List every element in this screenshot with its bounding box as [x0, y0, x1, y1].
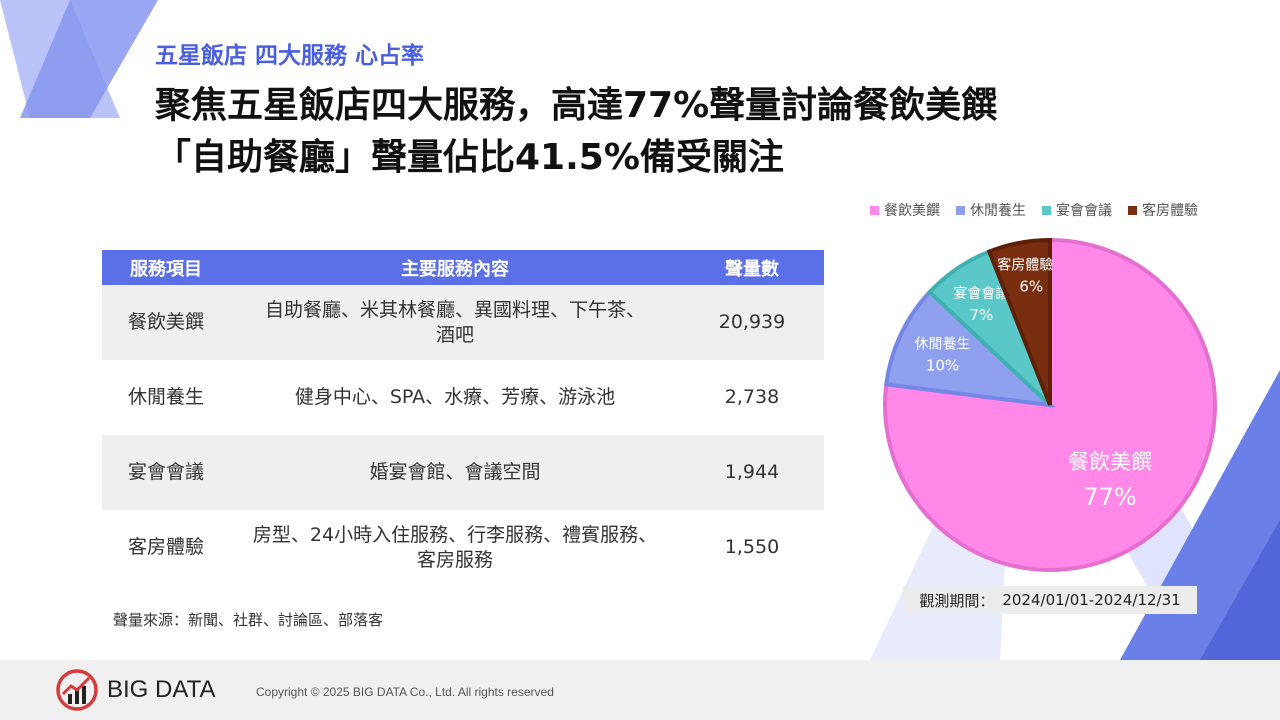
deco-right-dark-2 — [1200, 520, 1280, 660]
cell-item: 餐飲美饌 — [102, 285, 230, 360]
content-line: 酒吧 — [435, 323, 474, 346]
legend-entry: 餐飲美饌 — [870, 200, 940, 220]
headline-line-2: 「自助餐廳」聲量佔比41.5%備受關注 — [155, 137, 784, 178]
legend-label: 宴會會議 — [1056, 203, 1112, 219]
source-note: 聲量來源：新聞、社群、討論區、部落客 — [113, 611, 384, 629]
legend-swatch — [1042, 205, 1051, 215]
legend-entry: 客房體驗 — [1128, 200, 1198, 220]
cell-item: 宴會會議 — [102, 435, 230, 510]
legend-label: 休閒養生 — [970, 203, 1026, 219]
page-title: 聚焦五星飯店四大服務，高達77%聲量討論餐飲美饌 「自助餐廳」聲量佔比41.5%… — [155, 80, 1255, 184]
copyright-text: Copyright © 2025 BIG DATA Co., Ltd. All … — [256, 685, 554, 699]
content-line: 婚宴會館、會議空間 — [369, 461, 541, 483]
legend-swatch — [956, 205, 965, 215]
table-row: 客房體驗 房型、24小時入住服務、行李服務、禮賓服務、 客房服務 1,550 — [102, 510, 824, 585]
content-line: 房型、24小時入住服務、行李服務、禮賓服務、 — [252, 523, 658, 546]
legend-entry: 休閒養生 — [956, 200, 1026, 220]
cell-item: 客房體驗 — [102, 510, 230, 585]
logo-text: BIG DATA — [107, 676, 216, 703]
cell-content: 健身中心、SPA、水療、芳療、游泳池 — [230, 360, 680, 435]
content-line: 客房服務 — [416, 548, 493, 571]
content-line: 健身中心、SPA、水療、芳療、游泳池 — [294, 386, 616, 408]
cell-volume: 1,550 — [680, 510, 824, 585]
observation-period: 觀測期間： 2024/01/01-2024/12/31 — [903, 586, 1197, 614]
cell-content: 自助餐廳、米其林餐廳、異國料理、下午茶、 酒吧 — [230, 285, 680, 360]
cell-volume: 20,939 — [680, 285, 824, 360]
legend-entry: 宴會會議 — [1042, 200, 1112, 220]
content-line: 自助餐廳、米其林餐廳、異國料理、下午茶、 — [264, 298, 645, 321]
table-row: 休閒養生 健身中心、SPA、水療、芳療、游泳池 2,738 — [102, 360, 824, 435]
table-header-row: 服務項目 主要服務內容 聲量數 — [102, 250, 824, 285]
legend-swatch — [870, 205, 879, 215]
cell-volume: 1,944 — [680, 435, 824, 510]
period-label: 觀測期間： — [919, 591, 995, 610]
footer-bar — [0, 660, 1280, 720]
cell-content: 婚宴會館、會議空間 — [230, 435, 680, 510]
chart-legend: 餐飲美饌 休閒養生 宴會會議 客房體驗 — [870, 200, 1250, 220]
deco-left-band-2 — [20, 0, 158, 118]
legend-label: 客房體驗 — [1142, 203, 1198, 219]
cell-content: 房型、24小時入住服務、行李服務、禮賓服務、 客房服務 — [230, 510, 680, 585]
big-data-logo-icon — [56, 669, 98, 711]
brand-logo: BIG DATA — [55, 668, 215, 712]
table-row: 餐飲美饌 自助餐廳、米其林餐廳、異國料理、下午茶、 酒吧 20,939 — [102, 285, 824, 360]
legend-label: 餐飲美饌 — [884, 203, 940, 219]
cell-item: 休閒養生 — [102, 360, 230, 435]
header-volume: 聲量數 — [680, 250, 824, 285]
header-service-content: 主要服務內容 — [230, 250, 680, 285]
cell-volume: 2,738 — [680, 360, 824, 435]
period-value: 2024/01/01-2024/12/31 — [1002, 591, 1181, 609]
page-subtitle: 五星飯店 四大服務 心占率 — [155, 43, 425, 69]
deco-right-light — [870, 470, 1010, 660]
table-row: 宴會會議 婚宴會館、會議空間 1,944 — [102, 435, 824, 510]
service-table: 服務項目 主要服務內容 聲量數 餐飲美饌 自助餐廳、米其林餐廳、異國料理、下午茶… — [102, 250, 824, 585]
headline-line-1: 聚焦五星飯店四大服務，高達77%聲量討論餐飲美饌 — [155, 85, 998, 126]
header-service-item: 服務項目 — [102, 250, 230, 285]
legend-swatch — [1128, 205, 1137, 215]
